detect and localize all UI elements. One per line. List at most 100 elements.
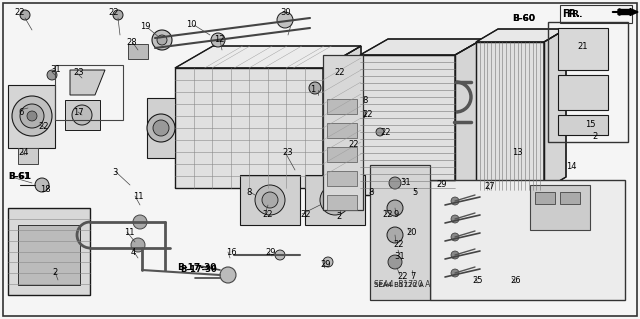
Circle shape [255, 185, 285, 215]
Bar [560, 5, 632, 23]
Circle shape [133, 215, 147, 229]
Text: 22: 22 [14, 8, 24, 17]
Text: 2: 2 [592, 132, 597, 141]
Text: 30: 30 [280, 8, 291, 17]
Text: 19: 19 [140, 22, 150, 31]
Text: 22: 22 [397, 272, 408, 281]
Text: 22: 22 [300, 210, 310, 219]
Circle shape [211, 33, 225, 47]
Text: B-60: B-60 [512, 14, 535, 23]
Text: 22: 22 [334, 68, 344, 77]
Text: 22: 22 [38, 122, 49, 131]
Bar [548, 22, 628, 142]
FancyArrow shape [618, 9, 638, 16]
Polygon shape [175, 166, 361, 188]
Polygon shape [8, 208, 90, 295]
Circle shape [451, 197, 459, 205]
Polygon shape [70, 70, 105, 95]
Text: 28: 28 [126, 38, 136, 47]
Text: 15: 15 [585, 120, 595, 129]
Text: 22: 22 [108, 8, 118, 17]
Circle shape [358, 110, 366, 118]
Text: 23: 23 [282, 148, 292, 157]
Circle shape [327, 192, 343, 208]
Bar [530, 185, 590, 230]
Bar [327, 147, 357, 162]
Text: 8: 8 [246, 188, 252, 197]
Text: 18: 18 [40, 185, 51, 194]
Text: 22: 22 [362, 110, 372, 119]
Bar [327, 195, 357, 210]
Text: B-61: B-61 [8, 172, 29, 181]
Bar [327, 171, 357, 186]
Bar [327, 123, 357, 138]
Text: 22: 22 [262, 210, 273, 219]
Circle shape [262, 192, 278, 208]
Text: 16: 16 [226, 248, 237, 257]
Bar [327, 99, 357, 114]
Text: 31: 31 [400, 178, 411, 187]
Circle shape [152, 30, 172, 50]
Text: 22: 22 [393, 240, 403, 249]
Circle shape [309, 82, 321, 94]
Text: 9: 9 [393, 210, 398, 219]
Circle shape [330, 68, 338, 76]
Polygon shape [360, 39, 483, 55]
Bar [558, 75, 608, 110]
Polygon shape [8, 85, 55, 148]
Text: 1: 1 [310, 85, 316, 94]
Circle shape [277, 12, 293, 28]
Circle shape [72, 105, 92, 125]
Bar [55, 65, 123, 120]
Bar [18, 148, 38, 164]
Circle shape [451, 251, 459, 259]
Text: 8: 8 [362, 96, 367, 105]
Bar [535, 192, 555, 204]
Polygon shape [175, 68, 323, 188]
Polygon shape [544, 29, 566, 190]
Text: 29: 29 [265, 248, 275, 257]
Text: 31: 31 [394, 252, 404, 261]
Text: 13: 13 [512, 148, 523, 157]
Text: SEA4 B1720 A: SEA4 B1720 A [374, 282, 424, 288]
Text: 11: 11 [124, 228, 134, 237]
Circle shape [35, 178, 49, 192]
Text: 2: 2 [52, 268, 57, 277]
Text: 22: 22 [348, 140, 358, 149]
Text: 14: 14 [566, 162, 577, 171]
Polygon shape [18, 225, 80, 285]
Circle shape [387, 227, 403, 243]
Polygon shape [147, 98, 175, 158]
Circle shape [47, 70, 57, 80]
Circle shape [388, 255, 402, 269]
Text: 29: 29 [436, 180, 447, 189]
Circle shape [451, 215, 459, 223]
Polygon shape [323, 55, 363, 210]
Text: B-60: B-60 [512, 14, 535, 23]
Circle shape [320, 185, 350, 215]
Polygon shape [370, 165, 430, 300]
Circle shape [344, 140, 352, 148]
Polygon shape [476, 42, 544, 190]
Polygon shape [65, 100, 100, 130]
Text: 5: 5 [412, 188, 417, 197]
Text: B-61: B-61 [8, 172, 31, 181]
Circle shape [113, 10, 123, 20]
Text: 29: 29 [320, 260, 330, 269]
Circle shape [157, 35, 167, 45]
Circle shape [376, 128, 384, 136]
Polygon shape [455, 39, 483, 195]
Polygon shape [360, 55, 455, 195]
Text: B-17-30: B-17-30 [180, 265, 217, 274]
Text: 27: 27 [484, 182, 495, 191]
Polygon shape [558, 28, 608, 70]
Text: 25: 25 [472, 276, 483, 285]
Text: 10: 10 [186, 20, 196, 29]
Text: 20: 20 [406, 228, 417, 237]
Text: 22: 22 [382, 210, 392, 219]
Text: 31: 31 [50, 65, 61, 74]
Polygon shape [305, 175, 365, 225]
Text: 7: 7 [410, 272, 415, 281]
Text: 3: 3 [112, 168, 117, 177]
Circle shape [147, 114, 175, 142]
